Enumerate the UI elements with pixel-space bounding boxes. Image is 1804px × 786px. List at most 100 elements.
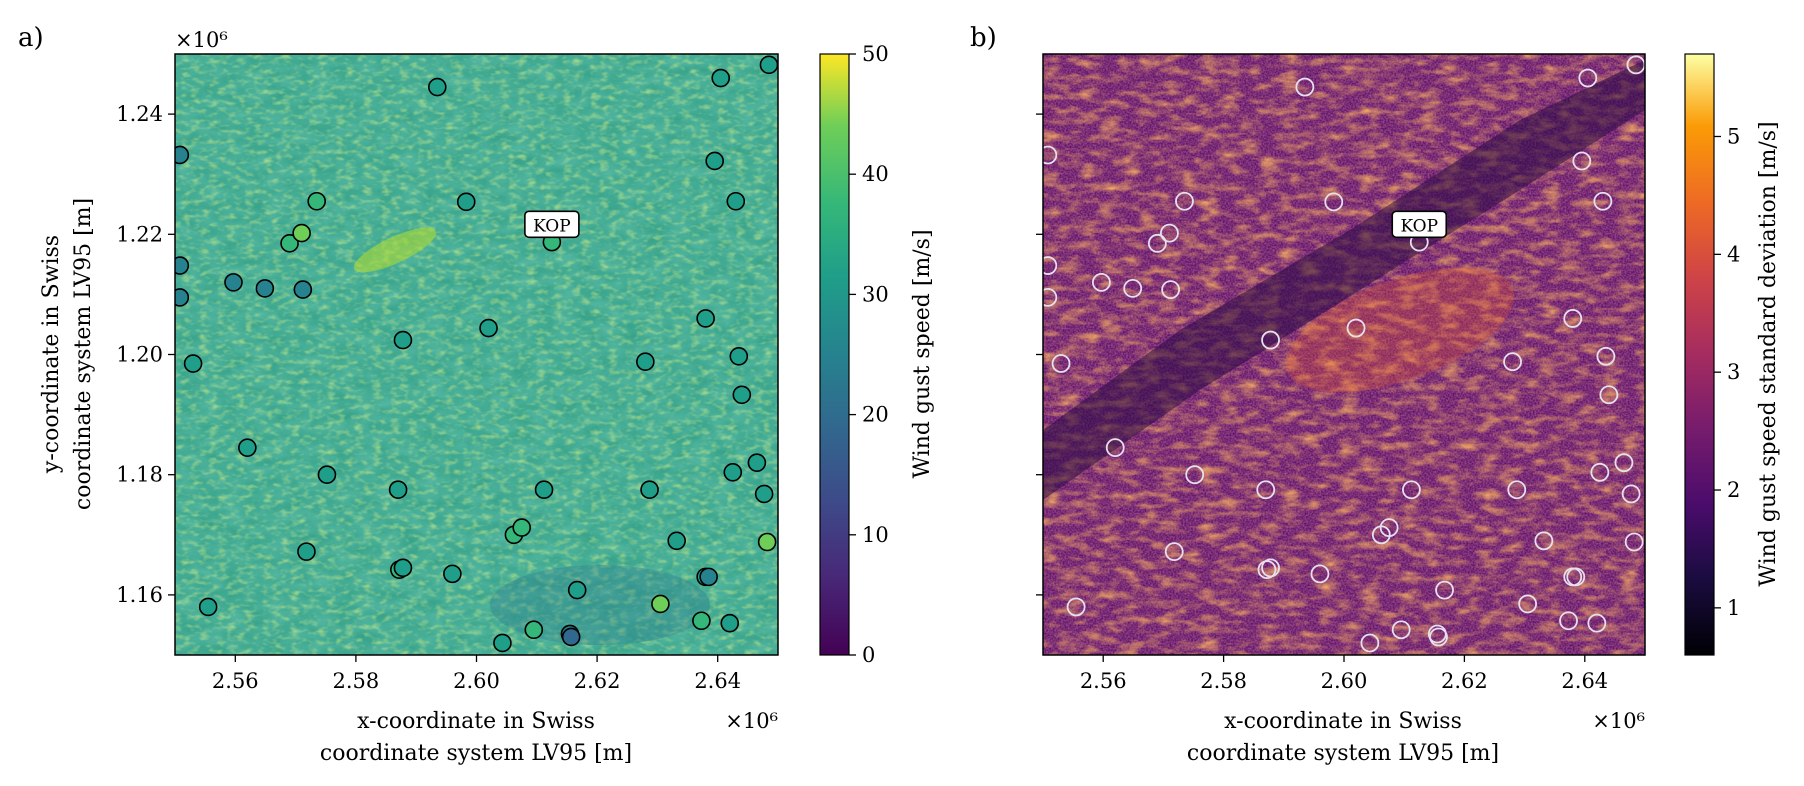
stations-b	[1043, 55, 1645, 653]
x-tick-label: 2.56	[212, 669, 259, 693]
station-marker	[1105, 438, 1125, 458]
station-marker	[561, 627, 581, 647]
station-marker	[292, 223, 311, 243]
station-marker	[1324, 192, 1344, 212]
station-marker	[479, 318, 498, 338]
station-marker	[1563, 309, 1583, 328]
station-marker	[1256, 480, 1276, 500]
station-marker	[1160, 223, 1179, 243]
station-marker	[1091, 272, 1111, 292]
colorbar-tick-label: 40	[862, 162, 889, 186]
colorbar-tick-label: 5	[1727, 124, 1740, 148]
x-offset-label-b: ×10⁶	[1592, 709, 1645, 733]
station-marker	[636, 352, 655, 372]
y-axis-b-ticks	[1036, 113, 1043, 596]
station-marker	[1596, 346, 1616, 366]
x-tick-label: 2.56	[1080, 669, 1127, 693]
panel-label-a: a)	[18, 23, 44, 53]
station-marker	[255, 279, 275, 298]
y-tick-label: 1.22	[116, 222, 163, 246]
station-marker	[699, 567, 718, 587]
low-std-band	[1043, 60, 1645, 500]
station-marker	[1310, 564, 1330, 584]
high-std-zone	[1285, 267, 1515, 393]
station-marker	[238, 438, 257, 457]
station-marker	[1593, 191, 1613, 211]
colorbar-label-a: Wind gust speed [m/s]	[910, 229, 935, 478]
colorbar-tick-label: 0	[862, 643, 875, 667]
station-marker	[1559, 611, 1578, 631]
station-marker	[1261, 558, 1280, 578]
colorbar-tick-label: 3	[1727, 360, 1740, 384]
station-marker	[317, 465, 337, 485]
station-marker	[280, 234, 299, 253]
x-tick-label: 2.58	[333, 669, 380, 693]
station-marker	[1599, 385, 1619, 405]
station-marker	[1503, 352, 1522, 372]
colorbar-b: 1 2 3 4 5 Wind gust speed standard deviation…	[1684, 53, 1781, 656]
station-marker	[393, 330, 413, 350]
station-marker	[293, 280, 313, 299]
panel-b: b) KOP 2.56 2.58 2.60 2.62 2.64 ×10⁶ x-coord…	[970, 23, 1781, 766]
station-marker	[1624, 532, 1644, 552]
station-marker	[183, 354, 203, 373]
station-marker	[729, 347, 749, 366]
station-marker	[1518, 594, 1538, 614]
station-marker	[1507, 480, 1527, 500]
kop-box-b	[1391, 210, 1448, 239]
station-marker	[1578, 68, 1598, 88]
panel-a: a) KOP 2.56 2.58 2.60 2.62 2.64 1.16 1.18 1.20…	[18, 23, 935, 766]
station-marker	[1043, 256, 1058, 275]
station-marker	[1346, 318, 1366, 338]
station-marker	[1066, 597, 1086, 617]
station-marker	[307, 191, 327, 211]
station-marker	[1043, 145, 1058, 165]
station-marker	[175, 145, 190, 165]
kop-annotation-a: KOP	[524, 210, 580, 239]
station-marker	[1614, 453, 1634, 473]
y-offset-label-a: ×10⁶	[175, 28, 228, 52]
x-tick-label: 2.60	[1321, 669, 1368, 693]
colorbar-a: 0 10 20 30 40 50 Wind gust speed [m/s]	[819, 42, 935, 667]
station-marker	[1621, 484, 1641, 504]
heatmap-b	[1043, 54, 1645, 655]
station-marker	[1164, 542, 1184, 562]
station-marker	[1572, 151, 1592, 171]
y-label-a-line1: y-coordinate in Swiss	[39, 235, 64, 474]
colorbar-tick-label: 30	[862, 282, 889, 306]
station-marker	[393, 558, 413, 578]
station-marker	[443, 564, 462, 584]
station-marker	[711, 68, 731, 88]
station-marker	[759, 55, 778, 75]
heatmap-highlights-a	[175, 54, 778, 655]
y-tick-label: 1.18	[116, 463, 163, 487]
x-offset-label-a: ×10⁶	[725, 709, 778, 733]
x-tick-label: 2.62	[1441, 669, 1488, 693]
station-marker	[1257, 560, 1277, 580]
station-marker	[1534, 531, 1554, 551]
station-marker	[1587, 613, 1607, 633]
station-marker	[428, 77, 447, 97]
station-marker	[175, 288, 190, 307]
y-tick-label: 1.20	[116, 343, 163, 367]
station-marker	[692, 611, 711, 631]
x-label-b-line2: coordinate system LV95 [m]	[1187, 741, 1499, 766]
x-axis-a: 2.56 2.58 2.60 2.62 2.64	[212, 655, 741, 693]
y-tick-label: 1.16	[116, 583, 163, 607]
station-marker	[493, 633, 512, 653]
x-tick-label: 2.64	[1561, 669, 1608, 693]
y-axis-a: 1.16 1.18 1.20 1.22 1.24	[116, 102, 175, 607]
colorbar-tick-label: 2	[1727, 478, 1740, 502]
station-marker	[696, 309, 715, 328]
x-axis-b: 2.56 2.58 2.60 2.62 2.64	[1080, 655, 1608, 693]
station-marker	[1261, 330, 1280, 350]
kop-annotation-b: KOP	[1391, 210, 1448, 239]
x-label-a-line2: coordinate system LV95 [m]	[320, 741, 632, 766]
colorbar-label-b: Wind gust speed standard deviation [m/s]	[1756, 121, 1781, 586]
colorbar-tick-label: 10	[862, 523, 889, 547]
station-marker	[732, 385, 752, 405]
x-tick-label: 2.64	[694, 669, 741, 693]
station-marker	[1295, 77, 1315, 97]
stations-a	[175, 55, 778, 653]
station-marker	[1161, 280, 1181, 299]
